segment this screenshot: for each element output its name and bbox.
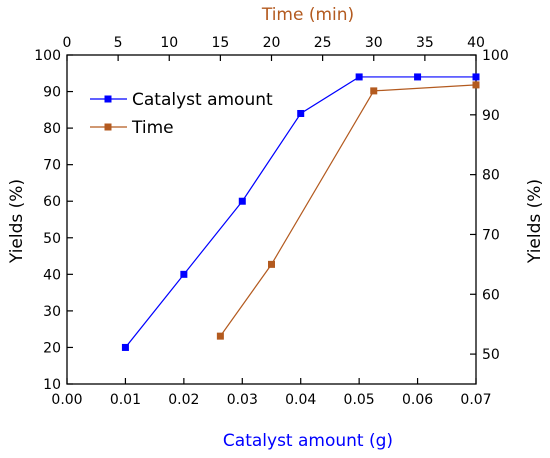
y-right-tick-label: 70 <box>482 227 500 243</box>
y-right-tick-label: 60 <box>482 287 500 303</box>
y-left-tick-label: 40 <box>43 267 61 283</box>
x-bottom-ticks: 0.00 0.01 0.02 0.03 0.04 0.05 0.06 0.07 <box>51 378 492 408</box>
legend-label-time: Time <box>131 118 174 138</box>
series-line-1 <box>219 84 477 337</box>
x-top-tick-label: 35 <box>416 35 434 51</box>
x-bottom-tick-label: 0.06 <box>402 392 433 408</box>
x-top-tick-label: 25 <box>314 35 332 51</box>
x-top-ticks: 0 5 10 15 20 25 30 35 40 <box>63 35 485 61</box>
legend-item-catalyst: Catalyst amount <box>90 90 273 110</box>
data-point-1-3 <box>472 81 480 89</box>
data-point-1-0 <box>216 332 224 340</box>
x-bottom-tick-label: 0.05 <box>344 392 375 408</box>
x-top-tick-label: 40 <box>467 35 485 51</box>
data-point-0-3 <box>297 109 305 117</box>
x-top-axis-title: Time (min) <box>261 5 354 25</box>
y-right-ticks: 50 60 70 80 90 100 <box>470 48 509 363</box>
x-bottom-tick-label: 0.07 <box>460 392 491 408</box>
y-left-tick-label: 50 <box>43 231 61 247</box>
data-point-1-1 <box>268 260 275 268</box>
x-top-tick-label: 15 <box>211 35 229 51</box>
legend-marker-catalyst <box>104 95 112 103</box>
data-point-0-1 <box>180 270 188 278</box>
series-layer <box>121 73 480 351</box>
series-line-0 <box>124 76 476 348</box>
data-point-1-2 <box>370 87 378 95</box>
legend: Catalyst amount Time <box>90 90 273 138</box>
x-top-tick-label: 0 <box>63 35 72 51</box>
y-left-tick-label: 100 <box>34 48 61 64</box>
x-bottom-tick-label: 0.02 <box>168 392 199 408</box>
x-top-tick-label: 30 <box>365 35 383 51</box>
y-right-tick-label: 90 <box>482 108 500 124</box>
data-point-0-6 <box>472 73 480 81</box>
y-right-axis-title: Yields (%) <box>525 179 545 264</box>
x-top-tick-label: 5 <box>114 35 123 51</box>
data-point-0-4 <box>355 73 363 81</box>
y-left-tick-label: 60 <box>43 194 61 210</box>
y-right-tick-label: 50 <box>482 347 500 363</box>
x-top-tick-label: 10 <box>160 35 178 51</box>
y-left-ticks: 10 20 30 40 50 60 70 80 90 100 <box>34 48 73 393</box>
y-left-tick-label: 80 <box>43 121 61 137</box>
y-left-tick-label: 90 <box>43 85 61 101</box>
x-bottom-tick-label: 0.04 <box>285 392 316 408</box>
y-right-tick-label: 80 <box>482 168 500 184</box>
x-bottom-axis-title: Catalyst amount (g) <box>223 431 393 451</box>
x-bottom-tick-label: 0.00 <box>51 392 82 408</box>
y-left-tick-label: 20 <box>43 340 61 356</box>
legend-item-time: Time <box>90 118 174 138</box>
y-left-tick-label: 10 <box>43 377 61 393</box>
data-point-0-2 <box>238 197 246 205</box>
x-bottom-tick-label: 0.03 <box>227 392 258 408</box>
x-bottom-tick-label: 0.01 <box>110 392 141 408</box>
y-left-tick-label: 30 <box>43 304 61 320</box>
y-left-tick-label: 70 <box>43 158 61 174</box>
data-point-0-5 <box>414 73 422 81</box>
data-point-0-0 <box>121 343 129 351</box>
x-top-tick-label: 20 <box>263 35 281 51</box>
legend-label-catalyst: Catalyst amount <box>132 90 273 110</box>
y-left-axis-title: Yields (%) <box>7 179 27 264</box>
y-right-tick-label: 100 <box>482 48 509 64</box>
legend-marker-time <box>104 123 112 131</box>
